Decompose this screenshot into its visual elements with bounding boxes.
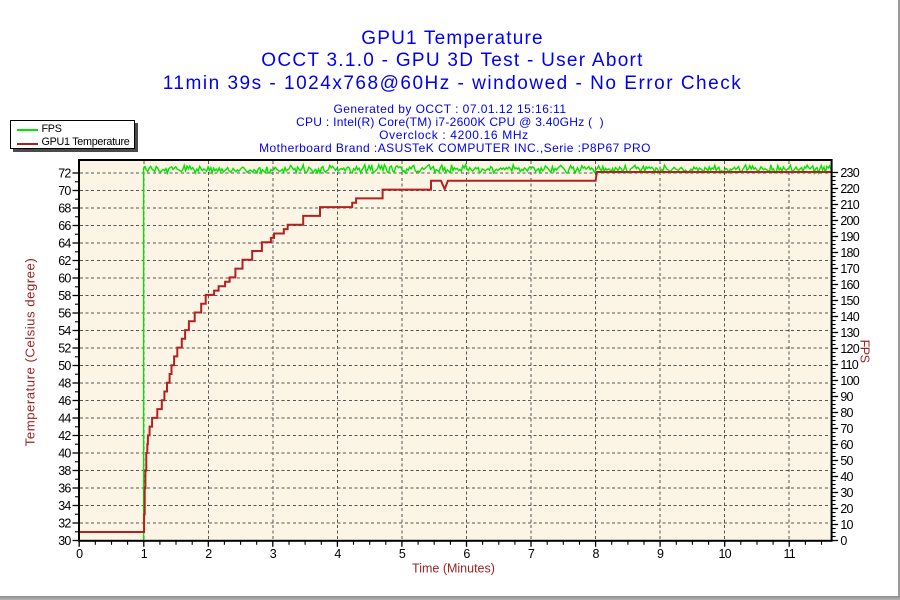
svg-text:50: 50 <box>58 359 71 373</box>
svg-text:54: 54 <box>58 324 71 338</box>
svg-text:Time (Minutes): Time (Minutes) <box>412 561 495 575</box>
svg-text:10: 10 <box>719 547 732 561</box>
svg-text:34: 34 <box>58 499 71 513</box>
svg-text:70: 70 <box>58 184 71 198</box>
svg-text:90: 90 <box>840 390 853 404</box>
svg-text:36: 36 <box>58 482 71 496</box>
svg-text:52: 52 <box>58 342 71 356</box>
svg-text:30: 30 <box>58 534 71 548</box>
svg-text:60: 60 <box>58 272 71 286</box>
svg-text:FPS: FPS <box>858 340 872 363</box>
svg-text:80: 80 <box>840 406 853 420</box>
svg-text:46: 46 <box>58 394 71 408</box>
svg-text:140: 140 <box>840 310 859 324</box>
svg-text:9: 9 <box>657 547 664 561</box>
svg-text:10: 10 <box>840 518 853 532</box>
svg-text:Temperature (Celsius degree): Temperature (Celsius degree) <box>23 258 38 446</box>
svg-text:48: 48 <box>58 377 71 391</box>
svg-text:1: 1 <box>141 547 148 561</box>
svg-text:56: 56 <box>58 307 71 321</box>
svg-text:210: 210 <box>840 198 859 212</box>
svg-text:130: 130 <box>840 326 859 340</box>
svg-text:3: 3 <box>270 547 277 561</box>
svg-text:30: 30 <box>840 486 853 500</box>
svg-text:190: 190 <box>840 230 859 244</box>
svg-text:72: 72 <box>58 167 71 181</box>
svg-text:58: 58 <box>58 289 71 303</box>
svg-text:2: 2 <box>205 547 212 561</box>
svg-text:110: 110 <box>840 358 858 372</box>
svg-text:68: 68 <box>58 202 71 216</box>
svg-text:0: 0 <box>840 534 847 548</box>
svg-text:4: 4 <box>334 547 341 561</box>
svg-text:220: 220 <box>840 182 859 196</box>
svg-text:42: 42 <box>58 429 71 443</box>
svg-text:32: 32 <box>58 517 71 531</box>
svg-text:40: 40 <box>840 470 853 484</box>
svg-text:5: 5 <box>399 547 406 561</box>
svg-text:60: 60 <box>840 438 853 452</box>
svg-text:64: 64 <box>58 237 71 251</box>
svg-text:66: 66 <box>58 219 71 233</box>
svg-text:200: 200 <box>840 214 859 228</box>
svg-text:62: 62 <box>58 254 71 268</box>
svg-text:120: 120 <box>840 342 859 356</box>
svg-text:160: 160 <box>840 278 859 292</box>
svg-text:230: 230 <box>840 166 859 180</box>
svg-text:170: 170 <box>840 262 859 276</box>
svg-text:180: 180 <box>840 246 859 260</box>
svg-text:38: 38 <box>58 464 71 478</box>
svg-text:7: 7 <box>528 547 535 561</box>
svg-text:50: 50 <box>840 454 853 468</box>
svg-text:100: 100 <box>840 374 859 388</box>
svg-text:6: 6 <box>463 547 470 561</box>
svg-text:0: 0 <box>76 547 83 561</box>
svg-text:44: 44 <box>58 412 71 426</box>
svg-text:150: 150 <box>840 294 859 308</box>
svg-text:70: 70 <box>840 422 853 436</box>
svg-text:11: 11 <box>784 547 796 561</box>
svg-text:20: 20 <box>840 502 853 516</box>
svg-text:8: 8 <box>593 547 600 561</box>
svg-text:40: 40 <box>58 447 71 461</box>
